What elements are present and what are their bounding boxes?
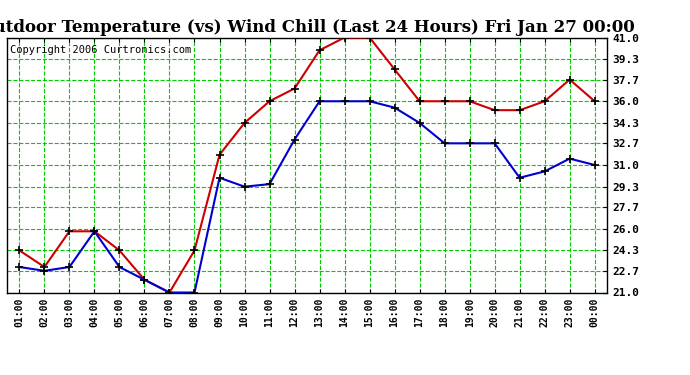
Title: Outdoor Temperature (vs) Wind Chill (Last 24 Hours) Fri Jan 27 00:00: Outdoor Temperature (vs) Wind Chill (Las… <box>0 19 635 36</box>
Text: Copyright 2006 Curtronics.com: Copyright 2006 Curtronics.com <box>10 45 191 55</box>
